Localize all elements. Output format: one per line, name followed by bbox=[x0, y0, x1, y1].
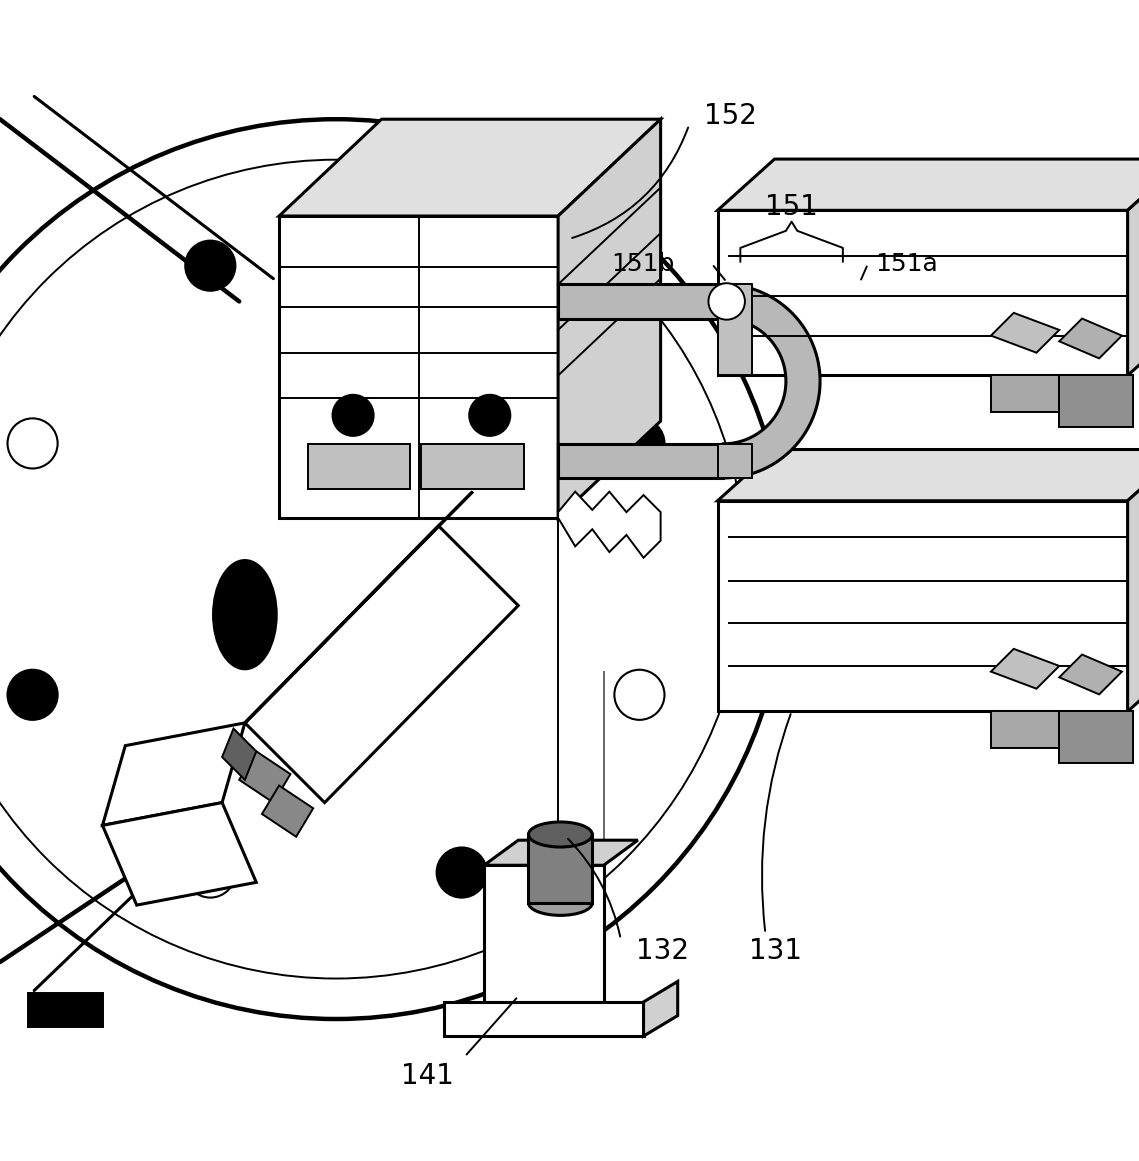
Polygon shape bbox=[1059, 375, 1133, 427]
Circle shape bbox=[469, 395, 510, 435]
Polygon shape bbox=[718, 444, 752, 478]
Circle shape bbox=[708, 283, 745, 319]
Polygon shape bbox=[239, 751, 290, 802]
Polygon shape bbox=[222, 729, 256, 780]
Text: 151: 151 bbox=[765, 193, 818, 221]
Polygon shape bbox=[1128, 449, 1139, 712]
Polygon shape bbox=[558, 444, 723, 478]
Text: 141: 141 bbox=[401, 1062, 453, 1090]
Ellipse shape bbox=[213, 561, 276, 669]
Polygon shape bbox=[723, 284, 820, 478]
Polygon shape bbox=[718, 210, 1128, 375]
Circle shape bbox=[333, 395, 374, 435]
Text: 132: 132 bbox=[636, 937, 689, 965]
Polygon shape bbox=[1128, 159, 1139, 375]
Circle shape bbox=[186, 240, 236, 290]
Polygon shape bbox=[279, 216, 558, 518]
Ellipse shape bbox=[528, 890, 592, 915]
Polygon shape bbox=[558, 284, 723, 318]
Polygon shape bbox=[558, 491, 661, 557]
Polygon shape bbox=[484, 841, 638, 865]
Polygon shape bbox=[279, 120, 661, 216]
Polygon shape bbox=[421, 444, 524, 490]
Polygon shape bbox=[991, 312, 1059, 353]
Polygon shape bbox=[991, 375, 1059, 412]
Polygon shape bbox=[103, 723, 245, 825]
Circle shape bbox=[0, 120, 786, 1019]
Circle shape bbox=[186, 848, 236, 897]
Ellipse shape bbox=[528, 822, 592, 848]
Circle shape bbox=[436, 848, 486, 897]
Polygon shape bbox=[444, 1002, 644, 1036]
Circle shape bbox=[8, 670, 58, 720]
Polygon shape bbox=[1059, 655, 1122, 694]
Polygon shape bbox=[262, 786, 313, 837]
Polygon shape bbox=[484, 865, 604, 1002]
Polygon shape bbox=[245, 526, 518, 802]
Circle shape bbox=[614, 670, 664, 720]
Polygon shape bbox=[991, 712, 1059, 748]
Polygon shape bbox=[718, 284, 752, 375]
Polygon shape bbox=[1059, 712, 1133, 763]
Text: 152: 152 bbox=[704, 102, 756, 130]
Polygon shape bbox=[718, 449, 1139, 500]
Polygon shape bbox=[718, 159, 1139, 210]
Polygon shape bbox=[1059, 318, 1122, 359]
Polygon shape bbox=[103, 802, 256, 906]
Polygon shape bbox=[528, 835, 592, 903]
Polygon shape bbox=[308, 444, 410, 490]
Circle shape bbox=[436, 240, 486, 290]
Polygon shape bbox=[644, 981, 678, 1036]
Circle shape bbox=[8, 418, 58, 469]
Circle shape bbox=[614, 418, 664, 469]
Text: 131: 131 bbox=[749, 937, 803, 965]
Text: 151a: 151a bbox=[875, 252, 937, 276]
Text: 151b: 151b bbox=[611, 252, 674, 276]
Polygon shape bbox=[245, 491, 473, 723]
Polygon shape bbox=[558, 120, 661, 518]
Bar bbox=[28, 993, 103, 1027]
Polygon shape bbox=[718, 500, 1128, 712]
Polygon shape bbox=[991, 649, 1059, 688]
